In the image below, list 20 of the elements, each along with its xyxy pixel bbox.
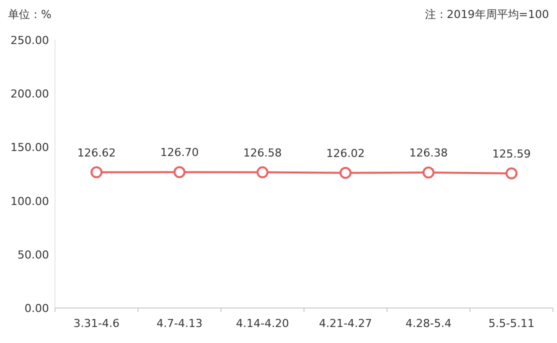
data-label: 126.58 <box>243 146 282 160</box>
data-label: 126.70 <box>160 146 199 160</box>
y-tick-label: 250.00 <box>10 34 49 47</box>
x-tick-label: 5.5-5.11 <box>488 317 534 330</box>
y-tick-label: 100.00 <box>10 194 49 208</box>
data-label: 126.62 <box>77 146 116 160</box>
y-tick-label: 200.00 <box>10 88 49 101</box>
x-tick-label: 4.14-4.20 <box>236 317 289 330</box>
x-tick-label: 3.31-4.6 <box>74 317 120 330</box>
data-label: 126.02 <box>326 146 365 160</box>
y-tick-label: 150.00 <box>10 141 49 154</box>
y-tick-label: 0.00 <box>24 302 49 315</box>
x-tick-label: 4.7-4.13 <box>156 317 202 330</box>
text: 注：2019年周平均=100 <box>424 8 549 21</box>
y-tick-label: 50.00 <box>18 248 49 262</box>
data-label: 125.59 <box>492 147 531 160</box>
data-label: 126.38 <box>409 146 448 160</box>
x-tick-label: 4.28-5.4 <box>406 317 452 330</box>
y-axis-title: 单位：% <box>8 8 52 21</box>
x-tick-label: 4.21-4.27 <box>319 317 372 330</box>
